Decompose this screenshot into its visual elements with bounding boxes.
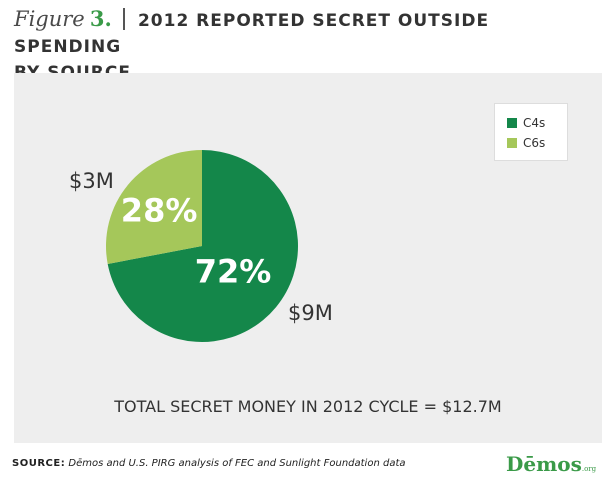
figure-number: 3.	[89, 6, 112, 31]
chart-legend: C4s C6s	[494, 103, 568, 161]
legend-swatch-c4s	[507, 118, 517, 128]
legend-item-c6s: C6s	[507, 136, 545, 150]
logo-text: Dēmos	[506, 452, 582, 476]
source-text: Dēmos and U.S. PIRG analysis of FEC and …	[68, 458, 406, 469]
source-label: SOURCE:	[12, 458, 66, 469]
demos-logo: Dēmos.org	[506, 452, 596, 476]
total-secret-money: TOTAL SECRET MONEY IN 2012 CYCLE = $12.7…	[114, 397, 502, 416]
legend-label-c4s: C4s	[523, 116, 546, 130]
pie-label-c6s-percent: 28%	[121, 192, 198, 230]
figure-word: Figure	[14, 7, 85, 31]
pie-label-c4s-percent: 72%	[195, 253, 272, 291]
header-line-1: Figure 3. 2012 REPORTED SECRET OUTSIDE S…	[14, 6, 602, 60]
legend-label-c6s: C6s	[523, 136, 546, 150]
amount-label-c6s: $3M	[69, 169, 114, 193]
logo-suffix: .org	[581, 465, 597, 473]
title-divider	[122, 8, 125, 30]
legend-swatch-c6s	[507, 138, 517, 148]
pie-slice-c4s	[107, 150, 299, 342]
chart-panel: 72% 28% $3M $9M C4s C6s TOTAL SECRET MON…	[14, 73, 602, 443]
source-note: SOURCE: Dēmos and U.S. PIRG analysis of …	[12, 458, 406, 469]
legend-item-c4s: C4s	[507, 116, 545, 130]
amount-label-c4s: $9M	[288, 301, 333, 325]
pie-slice-c6s	[106, 150, 202, 264]
pie-chart: 72% 28%	[106, 150, 299, 342]
chart-title-line-1: 2012 REPORTED SECRET OUTSIDE SPENDING	[14, 11, 490, 57]
